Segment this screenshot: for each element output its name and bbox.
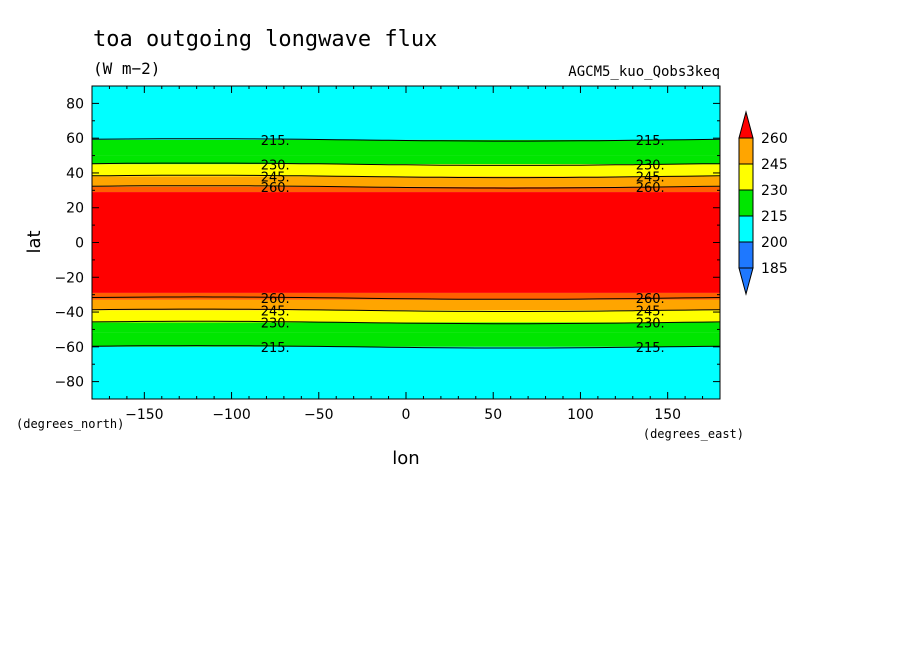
- y-tick-label: 0: [75, 236, 84, 252]
- contour-label-1-1: 230.: [636, 158, 665, 173]
- y-axis-ticks: 80 60 40 20 0 −20 −40 −60 −80: [54, 85, 720, 400]
- contour-line-0: [91, 138, 721, 142]
- contour-band-6: [92, 192, 720, 293]
- contour-band-8: [92, 299, 720, 311]
- y-tick-label: −60: [54, 340, 84, 356]
- y-units-label: (degrees_north): [16, 417, 124, 431]
- colorbar-segment-2: [738, 189, 754, 217]
- contour-band-2: [92, 155, 720, 165]
- colorbar-segment-0: [738, 137, 754, 165]
- contour-band-0: [92, 86, 720, 140]
- x-units-label: (degrees_east): [643, 427, 744, 441]
- chart-title: toa outgoing longwave flux: [93, 27, 437, 52]
- contour-line-3: [91, 185, 721, 189]
- x-tick-label: 50: [484, 407, 502, 423]
- contour-label-5-0: 245.: [261, 304, 290, 319]
- contour-label-7-0: 215.: [261, 341, 290, 356]
- x-tick-label: −50: [304, 407, 334, 423]
- contour-line-4: [91, 296, 721, 300]
- contour-line-2: [91, 174, 721, 179]
- contour-band-1: [92, 139, 720, 156]
- colorbar-segment-4: [738, 241, 754, 269]
- contour-label-4-1: 260.: [636, 292, 665, 307]
- colorbar-label: 200: [761, 235, 788, 251]
- colorbar: 260 245 230 215 200 185: [738, 110, 788, 296]
- colorbar-label: 260: [761, 131, 788, 147]
- contour-label-7-1: 215.: [636, 341, 665, 356]
- x-tick-label: 100: [567, 407, 594, 423]
- y-tick-label: 80: [66, 96, 84, 112]
- contour-label-2-0: 245.: [261, 170, 290, 185]
- x-axis-ticks: −150 −100 −50 0 50 100 150: [108, 86, 704, 423]
- colorbar-segment-3: [738, 215, 754, 243]
- contour-label-3-1: 260.: [636, 181, 665, 196]
- chart-units: (W m−2): [93, 59, 160, 78]
- contour-line-7: [91, 345, 721, 349]
- y-axis-label: lat: [24, 230, 45, 253]
- plot-area: [92, 86, 720, 399]
- colorbar-label: 245: [761, 157, 788, 173]
- model-name: AGCM5_kuo_Qobs3keq: [568, 64, 720, 80]
- contour-line-5: [91, 308, 721, 312]
- contour-label-2-1: 245.: [636, 170, 665, 185]
- x-tick-label: 0: [402, 407, 411, 423]
- contour-line-1: [91, 162, 721, 166]
- contour-label-6-1: 230.: [636, 316, 665, 331]
- colorbar-top-arrow: [738, 110, 754, 139]
- contour-band-7: [92, 292, 720, 300]
- colorbar-label: 185: [761, 261, 788, 277]
- contour-band-12: [92, 346, 720, 399]
- y-tick-label: 20: [66, 201, 84, 217]
- contour-label-4-0: 260.: [261, 292, 290, 307]
- contour-band-10: [92, 322, 720, 333]
- contour-label-1-0: 230.: [261, 158, 290, 173]
- contour-band-11: [92, 332, 720, 347]
- y-tick-label: −40: [54, 305, 84, 321]
- y-tick-label: 40: [66, 166, 84, 182]
- x-tick-label: −100: [212, 407, 250, 423]
- y-tick-label: −20: [54, 270, 84, 286]
- x-tick-label: 150: [654, 407, 681, 423]
- x-axis-label: lon: [392, 448, 419, 469]
- y-tick-label: −80: [54, 375, 84, 391]
- contour-label-0-1: 215.: [636, 134, 665, 149]
- contour-label-3-0: 260.: [261, 181, 290, 196]
- contour-band-4: [92, 176, 720, 187]
- colorbar-bottom-arrow: [738, 267, 754, 296]
- contour-lines: [91, 138, 721, 349]
- contour-band-5: [92, 186, 720, 193]
- contour-band-3: [92, 164, 720, 177]
- colorbar-segment-1: [738, 163, 754, 191]
- contour-labels: 215. 215.230. 230.245. 245.260. 260.260. 260.…: [261, 134, 665, 356]
- contour-label-6-0: 230.: [261, 316, 290, 331]
- colorbar-label: 215: [761, 209, 788, 225]
- contour-label-0-0: 215.: [261, 134, 290, 149]
- contour-label-5-1: 245.: [636, 304, 665, 319]
- y-tick-label: 60: [66, 131, 84, 147]
- contour-band-9: [92, 310, 720, 323]
- x-tick-label: −150: [125, 407, 163, 423]
- contour-line-6: [91, 320, 721, 325]
- colorbar-label: 230: [761, 183, 788, 199]
